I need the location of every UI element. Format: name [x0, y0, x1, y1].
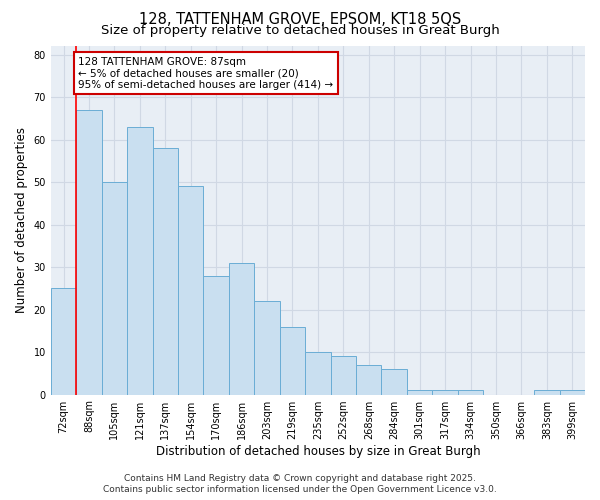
- Bar: [203, 276, 229, 394]
- Bar: [305, 352, 331, 395]
- Text: Size of property relative to detached houses in Great Burgh: Size of property relative to detached ho…: [101, 24, 499, 37]
- Bar: [382, 369, 407, 394]
- Bar: [152, 148, 178, 394]
- Bar: [229, 263, 254, 394]
- Bar: [127, 127, 152, 394]
- Bar: [433, 390, 458, 394]
- Y-axis label: Number of detached properties: Number of detached properties: [15, 128, 28, 314]
- Bar: [458, 390, 483, 394]
- X-axis label: Distribution of detached houses by size in Great Burgh: Distribution of detached houses by size …: [155, 444, 480, 458]
- Bar: [178, 186, 203, 394]
- Bar: [51, 288, 76, 395]
- Bar: [331, 356, 356, 395]
- Bar: [356, 365, 382, 394]
- Bar: [560, 390, 585, 394]
- Bar: [76, 110, 101, 395]
- Text: 128, TATTENHAM GROVE, EPSOM, KT18 5QS: 128, TATTENHAM GROVE, EPSOM, KT18 5QS: [139, 12, 461, 26]
- Bar: [101, 182, 127, 394]
- Bar: [280, 326, 305, 394]
- Bar: [534, 390, 560, 394]
- Bar: [254, 301, 280, 394]
- Bar: [407, 390, 433, 394]
- Text: Contains HM Land Registry data © Crown copyright and database right 2025.
Contai: Contains HM Land Registry data © Crown c…: [103, 474, 497, 494]
- Text: 128 TATTENHAM GROVE: 87sqm
← 5% of detached houses are smaller (20)
95% of semi-: 128 TATTENHAM GROVE: 87sqm ← 5% of detac…: [78, 56, 334, 90]
